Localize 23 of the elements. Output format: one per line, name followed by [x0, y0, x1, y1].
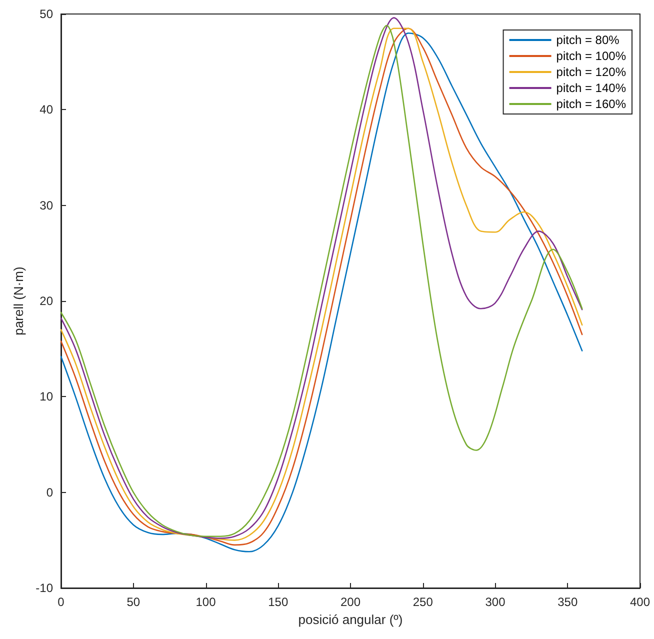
- x-tick-label: 200: [340, 595, 361, 609]
- legend-label: pitch = 100%: [556, 49, 626, 63]
- y-tick-label: 20: [40, 294, 54, 308]
- x-tick-label: 150: [268, 595, 288, 609]
- x-tick-label: 400: [630, 595, 650, 609]
- x-tick-label: 300: [485, 595, 506, 609]
- legend-label: pitch = 80%: [556, 33, 620, 47]
- y-tick-label: 10: [40, 390, 54, 404]
- y-tick-label: 40: [40, 102, 54, 117]
- y-axis-title: parell (N·m): [10, 266, 26, 336]
- x-tick-label: 250: [412, 595, 434, 609]
- x-axis-title: posició angular (º): [298, 612, 403, 627]
- y-tick-label: 0: [46, 485, 54, 500]
- x-tick-label: 50: [126, 595, 140, 609]
- y-tick-label: -10: [36, 581, 54, 595]
- legend-label: pitch = 120%: [556, 65, 626, 79]
- y-tick-label: 30: [40, 198, 54, 212]
- y-tick-label: 50: [40, 7, 54, 21]
- x-tick-label: 0: [58, 595, 65, 609]
- legend-label: pitch = 140%: [556, 81, 626, 95]
- x-tick-label: 350: [558, 595, 578, 609]
- x-tick-label: 100: [196, 595, 216, 609]
- legend-label: pitch = 160%: [556, 97, 626, 111]
